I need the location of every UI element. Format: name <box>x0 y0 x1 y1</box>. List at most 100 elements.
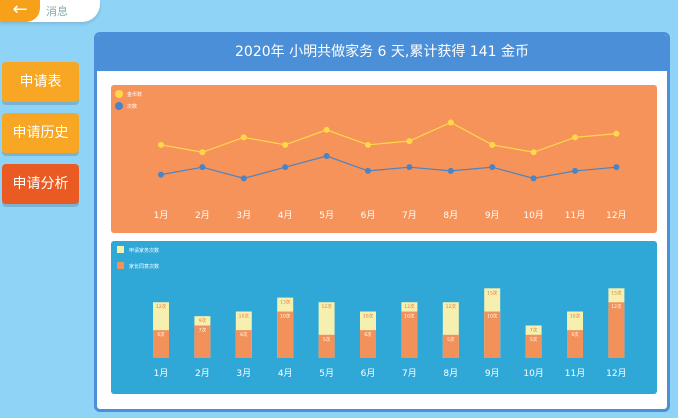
legend-marker <box>117 246 124 253</box>
x-tick-label: 5月 <box>319 368 334 379</box>
bar-agreed <box>360 330 376 358</box>
data-point <box>489 141 496 148</box>
bar-top-label: 12次 <box>446 303 457 310</box>
sidebar-item-apply-form[interactable]: 申请表 <box>2 62 79 102</box>
legend-marker <box>115 90 123 98</box>
bar-agreed <box>194 325 211 358</box>
bar-top-label: 7次 <box>530 326 538 333</box>
bar-top-label: 10次 <box>363 313 374 320</box>
sidebar-item-label: 申请历史 <box>12 125 69 141</box>
x-tick-label: 8月 <box>443 368 458 379</box>
back-arrow-icon[interactable]: ← <box>0 0 40 22</box>
data-point <box>365 141 371 148</box>
bar-inner-label: 6次 <box>364 331 372 338</box>
legend-label: 家长同意次数 <box>129 263 159 270</box>
data-point <box>240 134 247 141</box>
page-title: 2020年 小明共做家务 6 天,累计获得 141 金币 <box>97 35 667 71</box>
bar-inner-label: 10次 <box>487 313 498 320</box>
top-bar: ← 消息 <box>0 0 100 22</box>
bar-agreed <box>484 311 501 358</box>
x-tick-label: 7月 <box>402 210 417 221</box>
data-point <box>158 171 164 178</box>
data-point <box>282 141 289 148</box>
data-point <box>199 164 206 171</box>
bar-top-label: 9次 <box>199 317 207 324</box>
bar-agreed <box>608 302 625 358</box>
bar-inner-label: 6次 <box>240 331 248 338</box>
x-tick-label: 10月 <box>523 210 543 221</box>
data-point <box>572 134 578 141</box>
data-point <box>240 175 247 182</box>
topbar-title: 消息 <box>46 5 68 18</box>
x-tick-label: 4月 <box>278 368 293 379</box>
data-point <box>530 175 537 182</box>
series-line <box>160 155 617 179</box>
legend-label: 金币数 <box>127 91 142 98</box>
bar-top-label: 13次 <box>280 299 291 306</box>
bar-agreed <box>277 311 294 358</box>
data-point <box>282 164 289 171</box>
legend-label: 申请家务次数 <box>129 247 159 254</box>
sidebar-item-label: 申请表 <box>19 74 62 90</box>
bar-inner-label: 5次 <box>530 336 538 343</box>
x-tick-label: 8月 <box>443 210 458 221</box>
data-point <box>530 149 537 156</box>
data-point <box>323 153 330 159</box>
bar-inner-label: 12次 <box>611 303 622 310</box>
bar-inner-label: 6次 <box>571 331 579 338</box>
sidebar-item-label: 申请分析 <box>12 176 69 192</box>
x-tick-label: 2月 <box>195 368 210 379</box>
bar-inner-label: 5次 <box>447 336 455 343</box>
x-tick-label: 3月 <box>236 210 251 221</box>
bar-agreed <box>153 330 169 358</box>
x-tick-label: 11月 <box>565 210 585 221</box>
x-tick-label: 6月 <box>361 210 376 221</box>
legend-marker <box>115 102 123 110</box>
x-tick-label: 6月 <box>361 368 376 379</box>
data-point <box>489 164 496 171</box>
x-tick-label: 9月 <box>485 368 500 379</box>
analysis-panel: 2020年 小明共做家务 6 天,累计获得 141 金币 金币数次数 1月 2月 3月… <box>94 32 670 412</box>
data-point <box>365 167 371 174</box>
bar-agreed <box>318 334 335 358</box>
bar-inner-label: 7次 <box>199 326 207 333</box>
data-point <box>323 126 330 133</box>
bar-top-label: 10次 <box>239 313 250 320</box>
x-tick-label: 12月 <box>606 210 626 221</box>
legend-marker <box>117 262 124 269</box>
x-tick-label: 3月 <box>236 368 251 379</box>
data-point <box>613 164 620 171</box>
data-point <box>199 149 206 156</box>
bar-top-label: 12次 <box>156 303 167 310</box>
bar-agreed <box>525 334 542 358</box>
x-tick-label: 1月 <box>154 210 169 221</box>
sidebar-item-apply-history[interactable]: 申请历史 <box>2 113 79 153</box>
x-tick-label: 5月 <box>319 210 334 221</box>
bar-agreed <box>442 334 459 358</box>
data-point <box>447 119 454 126</box>
x-tick-label: 1月 <box>154 368 169 379</box>
bar-inner-label: 6次 <box>157 331 165 338</box>
legend-label: 次数 <box>127 103 137 110</box>
bar-inner-label: 5次 <box>323 336 331 343</box>
x-tick-label: 9月 <box>485 210 500 221</box>
x-tick-label: 4月 <box>278 210 293 221</box>
x-tick-label: 10月 <box>523 368 543 379</box>
bar-agreed <box>235 330 252 358</box>
data-point <box>613 130 620 137</box>
bar-inner-label: 10次 <box>280 313 291 320</box>
sidebar-item-apply-analysis[interactable]: 申请分析 <box>2 164 79 204</box>
bar-inner-label: 10次 <box>404 313 415 320</box>
data-point <box>406 164 413 171</box>
x-tick-label: 2月 <box>195 210 210 221</box>
line-chart-background <box>111 85 657 233</box>
series-line <box>160 121 617 153</box>
bar-top-label: 15次 <box>487 289 498 296</box>
x-tick-label: 12月 <box>606 368 626 379</box>
data-point <box>406 138 413 145</box>
data-point <box>572 167 578 174</box>
bar-top-label: 12次 <box>404 303 415 310</box>
x-tick-label: 7月 <box>402 368 417 379</box>
